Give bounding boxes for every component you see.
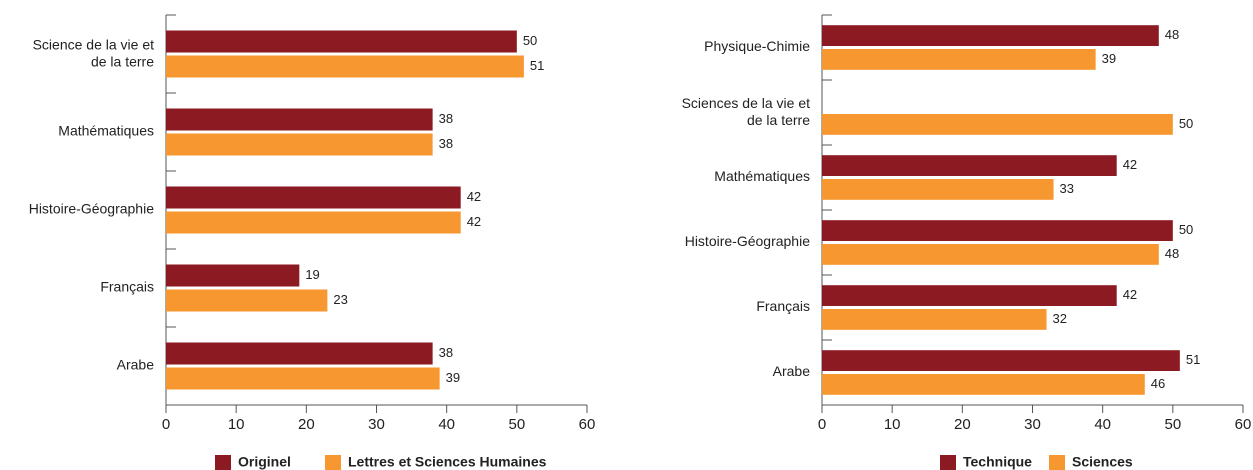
bar [822, 49, 1096, 70]
value-label: 23 [333, 292, 347, 307]
value-label: 33 [1060, 181, 1074, 196]
x-tick-label: 0 [162, 416, 170, 433]
x-tick-label: 20 [954, 416, 971, 433]
value-label: 39 [446, 370, 460, 385]
x-tick-label: 0 [818, 416, 826, 433]
legend-swatch [215, 455, 231, 470]
legend-label: Lettres et Sciences Humaines [348, 454, 547, 470]
value-label: 38 [439, 136, 453, 151]
bar [822, 155, 1117, 176]
value-label: 39 [1102, 51, 1116, 66]
legend-swatch [325, 455, 341, 470]
legend-label: Sciences [1072, 454, 1133, 470]
bar [166, 186, 461, 209]
x-tick-label: 10 [228, 416, 245, 433]
legend-swatch [940, 455, 956, 470]
bar [166, 30, 517, 53]
legend-swatch [1049, 455, 1065, 470]
category-label: Histoire-Géographie [685, 233, 810, 249]
value-label: 50 [1179, 222, 1193, 237]
value-label: 51 [530, 58, 544, 73]
value-label: 32 [1053, 311, 1067, 326]
bar [166, 342, 433, 365]
bar [822, 114, 1173, 135]
bar [822, 179, 1054, 200]
bar [822, 309, 1047, 330]
value-label: 46 [1151, 376, 1165, 391]
bar [166, 211, 461, 234]
value-label: 48 [1165, 246, 1179, 261]
bar [822, 220, 1173, 241]
x-tick-label: 30 [1024, 416, 1041, 433]
bar [822, 285, 1117, 306]
value-label: 42 [1123, 157, 1137, 172]
value-label: 38 [439, 111, 453, 126]
value-label: 48 [1165, 27, 1179, 42]
category-label: Français [756, 298, 810, 314]
legend-label: Technique [963, 454, 1032, 470]
bar [166, 55, 524, 78]
bar [166, 367, 440, 390]
x-tick-label: 20 [298, 416, 315, 433]
category-label: Arabe [773, 363, 811, 379]
value-label: 19 [305, 267, 319, 282]
x-tick-label: 50 [508, 416, 525, 433]
bar [822, 374, 1145, 395]
category-label: Arabe [117, 357, 155, 373]
value-label: 42 [1123, 287, 1137, 302]
x-tick-label: 10 [884, 416, 901, 433]
bar [166, 289, 328, 312]
bar [822, 25, 1159, 46]
bar [166, 133, 433, 156]
x-tick-label: 40 [438, 416, 455, 433]
value-label: 42 [467, 214, 481, 229]
value-label: 50 [1179, 116, 1193, 131]
value-label: 51 [1186, 352, 1200, 367]
value-label: 50 [523, 33, 537, 48]
bar [166, 108, 433, 131]
bar [166, 264, 300, 287]
category-label: Mathématiques [58, 123, 154, 139]
value-label: 38 [439, 345, 453, 360]
category-label: Histoire-Géographie [29, 201, 154, 217]
category-label: Science de la vie et de la terre [33, 36, 155, 69]
legend-label: Originel [238, 454, 291, 470]
x-tick-label: 60 [1235, 416, 1252, 433]
value-label: 42 [467, 189, 481, 204]
x-tick-label: 40 [1094, 416, 1111, 433]
x-tick-label: 30 [368, 416, 385, 433]
bar [822, 244, 1159, 265]
x-tick-label: 60 [579, 416, 596, 433]
category-label: Physique-Chimie [704, 38, 810, 54]
bar [822, 350, 1180, 371]
category-label: Français [100, 279, 154, 295]
category-label: Sciences de la vie et de la terre [682, 95, 811, 128]
category-label: Mathématiques [714, 168, 810, 184]
x-tick-label: 50 [1164, 416, 1181, 433]
